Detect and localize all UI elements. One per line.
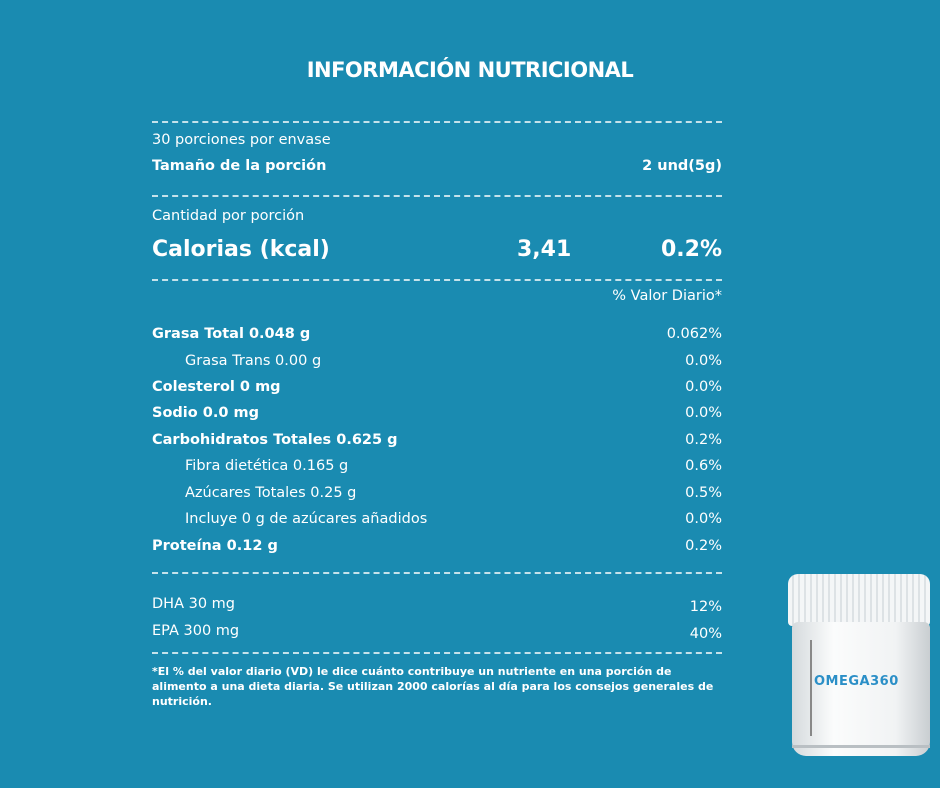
nutrient-label: Grasa Total 0.048 g	[152, 326, 311, 342]
nutrient-label: Proteína 0.12 g	[152, 538, 278, 554]
servings-per-container: 30 porciones por envase	[152, 132, 331, 148]
nutrient-label: Fibra dietética 0.165 g	[185, 458, 349, 474]
nutrient-row: Incluye 0 g de azúcares añadidos 0.0%	[152, 508, 722, 530]
extra-label: EPA 300 mg	[152, 623, 240, 639]
nutrient-dv: 0.5%	[685, 485, 722, 501]
extra-dv: 40%	[689, 626, 722, 642]
divider	[152, 652, 722, 654]
dv-header-row: % Valor Diario*	[152, 285, 722, 307]
nutrient-dv: 0.0%	[685, 379, 722, 395]
nutrient-row: Grasa Trans 0.00 g 0.0%	[152, 350, 722, 372]
bottle-base	[792, 745, 930, 748]
serving-size-label: Tamaño de la porción	[152, 158, 327, 174]
nutrient-row: Grasa Total 0.048 g 0.062%	[152, 323, 722, 345]
serving-size-row: Tamaño de la porción 2 und(5g)	[152, 155, 722, 177]
calories-value: 3,41	[517, 236, 572, 262]
page-title: INFORMACIÓN NUTRICIONAL	[306, 58, 634, 82]
nutrient-row: Colesterol 0 mg 0.0%	[152, 376, 722, 398]
nutrient-row: Fibra dietética 0.165 g 0.6%	[152, 455, 722, 477]
extra-dv: 12%	[689, 599, 722, 615]
dv-header: % Valor Diario*	[612, 288, 722, 304]
amount-row: Cantidad por porción	[152, 205, 722, 227]
nutrient-label: Azúcares Totales 0.25 g	[185, 485, 357, 501]
divider	[152, 279, 722, 281]
footnote: *El % del valor diario (VD) le dice cuán…	[152, 665, 714, 708]
nutrient-label: Colesterol 0 mg	[152, 379, 281, 395]
serving-size-value: 2 und(5g)	[642, 158, 722, 174]
product-bottle-image: OMEGA360	[786, 574, 936, 764]
divider	[152, 121, 722, 123]
nutrient-label: Carbohidratos Totales 0.625 g	[152, 432, 398, 448]
nutrient-dv: 0.0%	[685, 353, 722, 369]
nutrient-dv: 0.6%	[685, 458, 722, 474]
nutrient-dv: 0.2%	[685, 432, 722, 448]
nutrient-label: Incluye 0 g de azúcares añadidos	[185, 511, 428, 527]
bottle-lid	[788, 574, 930, 626]
divider	[152, 572, 722, 574]
divider	[152, 195, 722, 197]
label-stripe	[810, 640, 812, 736]
calories-label: Calorias (kcal)	[152, 236, 330, 262]
extra-label: DHA 30 mg	[152, 596, 235, 612]
extra-row: DHA 30 mg 12%	[152, 593, 722, 615]
bottle-body: OMEGA360	[792, 622, 930, 756]
amount-label: Cantidad por porción	[152, 208, 305, 224]
servings-row: 30 porciones por envase	[152, 129, 722, 151]
nutrient-dv: 0.062%	[666, 326, 722, 342]
nutrient-row: Carbohidratos Totales 0.625 g 0.2%	[152, 429, 722, 451]
calories-dv: 0.2%	[660, 236, 722, 262]
nutrient-dv: 0.0%	[685, 511, 722, 527]
nutrient-label: Sodio 0.0 mg	[152, 405, 259, 421]
extra-row: EPA 300 mg 40%	[152, 620, 722, 642]
calories-row: Calorias (kcal) 3,41 0.2%	[152, 236, 722, 262]
nutrient-row: Sodio 0.0 mg 0.0%	[152, 402, 722, 424]
product-brand: OMEGA360	[814, 674, 899, 689]
nutrient-row: Proteína 0.12 g 0.2%	[152, 535, 722, 557]
nutrient-dv: 0.2%	[685, 538, 722, 554]
nutrient-label: Grasa Trans 0.00 g	[185, 353, 322, 369]
nutrient-row: Azúcares Totales 0.25 g 0.5%	[152, 482, 722, 504]
nutrient-dv: 0.0%	[685, 405, 722, 421]
